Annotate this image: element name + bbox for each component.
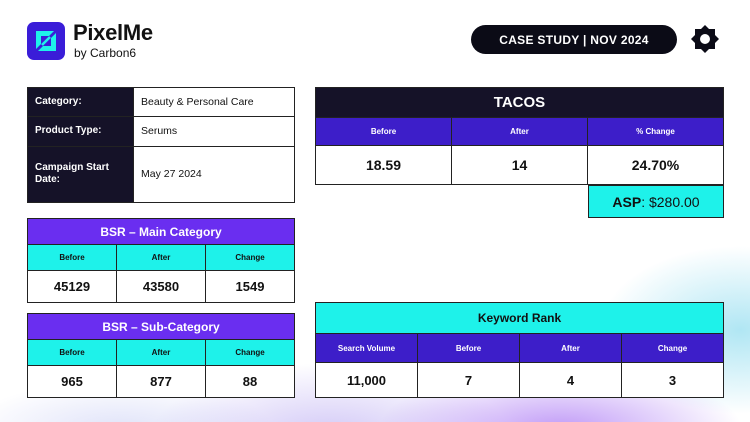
campaign-start-value: May 27 2024 <box>133 145 295 204</box>
table-row: Campaign Start Date: May 27 2024 <box>27 145 295 204</box>
product-type-value: Serums <box>133 116 295 147</box>
keyword-header-after: After <box>519 333 622 363</box>
keyword-rank-table: Keyword Rank Search Volume Before After … <box>315 302 724 398</box>
asp-value: : $280.00 <box>641 193 700 210</box>
tacos-change-value: 24.70% <box>587 145 724 185</box>
tacos-title: TACOS <box>315 87 724 118</box>
tacos-table: TACOS Before After % Change 18.59 14 24.… <box>315 87 724 185</box>
bsr-main-header-change: Change <box>205 244 295 271</box>
tacos-after-value: 14 <box>451 145 588 185</box>
keyword-change-value: 3 <box>621 362 724 398</box>
category-label: Category: <box>27 86 134 118</box>
bsr-sub-after-value: 877 <box>116 365 206 398</box>
bsr-sub-header-before: Before <box>27 339 117 366</box>
pixelme-logo-icon <box>27 22 65 60</box>
table-row: Product Type: Serums <box>27 116 295 147</box>
bsr-sub-header-after: After <box>116 339 206 366</box>
bsr-main-after-value: 43580 <box>116 270 206 303</box>
keyword-header-before: Before <box>417 333 520 363</box>
keyword-before-value: 7 <box>417 362 520 398</box>
bsr-sub-header-change: Change <box>205 339 295 366</box>
keyword-header-search-volume: Search Volume <box>315 333 418 363</box>
campaign-start-label: Campaign Start Date: <box>27 145 134 204</box>
case-study-badge: CASE STUDY | NOV 2024 <box>471 25 677 54</box>
bsr-main-title: BSR – Main Category <box>27 218 295 245</box>
bsr-sub-table: BSR – Sub-Category Before After Change 9… <box>27 313 295 398</box>
tacos-before-value: 18.59 <box>315 145 452 185</box>
bsr-sub-title: BSR – Sub-Category <box>27 313 295 340</box>
category-value: Beauty & Personal Care <box>133 86 295 118</box>
keyword-header-change: Change <box>621 333 724 363</box>
product-type-label: Product Type: <box>27 116 134 147</box>
bsr-main-before-value: 45129 <box>27 270 117 303</box>
asp-label: ASP <box>612 193 642 210</box>
keyword-search-volume-value: 11,000 <box>315 362 418 398</box>
table-row: Category: Beauty & Personal Care <box>27 86 295 118</box>
bsr-main-header-after: After <box>116 244 206 271</box>
keyword-after-value: 4 <box>519 362 622 398</box>
bsr-sub-change-value: 88 <box>205 365 295 398</box>
keyword-rank-title: Keyword Rank <box>315 302 724 334</box>
product-info-table: Category: Beauty & Personal Care Product… <box>27 86 295 204</box>
tacos-header-after: After <box>451 117 588 146</box>
brand-name: PixelMe <box>73 20 153 45</box>
gear-icon <box>689 23 721 55</box>
bsr-main-table: BSR – Main Category Before After Change … <box>27 218 295 303</box>
bsr-main-change-value: 1549 <box>205 270 295 303</box>
brand-subtitle: by Carbon6 <box>74 46 137 60</box>
tacos-header-before: Before <box>315 117 452 146</box>
bsr-sub-before-value: 965 <box>27 365 117 398</box>
bsr-main-header-before: Before <box>27 244 117 271</box>
tacos-header-change: % Change <box>587 117 724 146</box>
asp-box: ASP: $280.00 <box>588 185 724 218</box>
